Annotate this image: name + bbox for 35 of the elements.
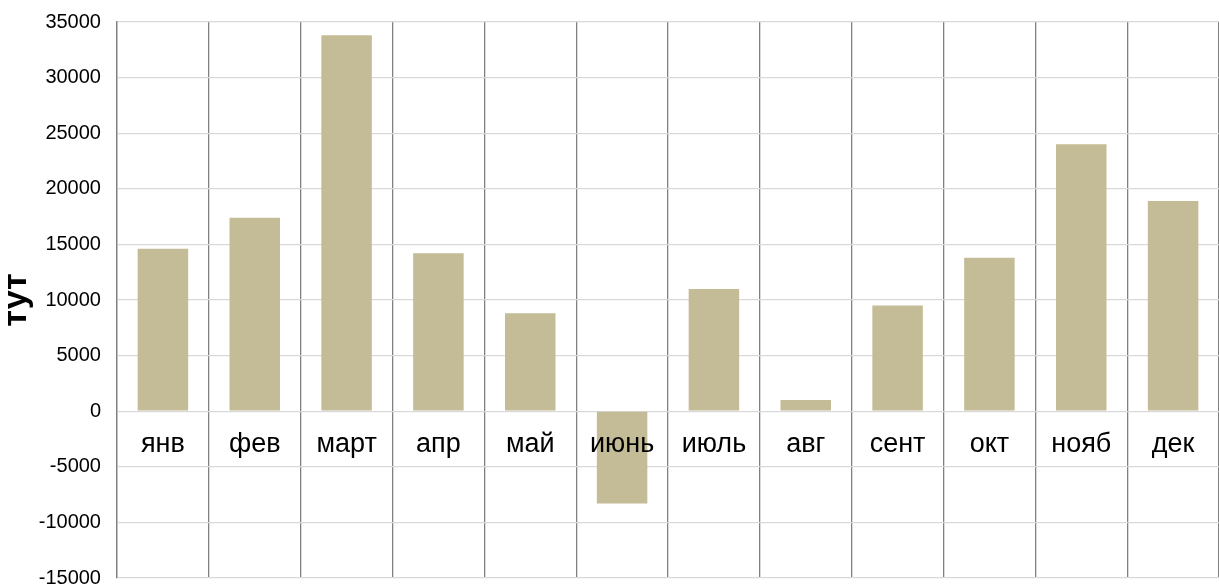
- x-tick-label: сент: [869, 427, 926, 458]
- x-tick-label: авг: [786, 427, 826, 458]
- y-tick-label: 5000: [56, 343, 101, 366]
- y-tick-label: 35000: [45, 9, 101, 32]
- bar: [964, 257, 1015, 411]
- y-axis-title: тут: [0, 273, 34, 327]
- bar: [1147, 201, 1199, 411]
- y-tick-label: -5000: [49, 454, 101, 477]
- bar: [1056, 144, 1107, 411]
- bar: [780, 400, 831, 411]
- x-tick-label: май: [505, 427, 555, 458]
- y-tick-label: 15000: [45, 231, 101, 254]
- bar: [229, 217, 280, 411]
- x-tick-label: фев: [228, 427, 281, 458]
- y-tick-label: 20000: [45, 176, 101, 199]
- x-tick-label: июль: [681, 427, 747, 458]
- bar: [505, 313, 556, 411]
- bar: [137, 248, 189, 411]
- y-tick-label: 0: [89, 398, 101, 421]
- x-tick-label: нояб: [1051, 427, 1112, 458]
- x-tick-label: янв: [140, 427, 185, 458]
- x-tick-label: окт: [969, 427, 1010, 458]
- x-tick-label: июнь: [589, 427, 655, 458]
- y-tick-label: -15000: [38, 565, 101, 588]
- x-tick-label: апр: [416, 427, 461, 458]
- y-tick-label: 25000: [45, 120, 101, 143]
- bar: [413, 253, 464, 411]
- bar: [688, 288, 740, 411]
- y-tick-label: -10000: [38, 509, 101, 532]
- x-tick-label: март: [316, 427, 377, 458]
- y-tick-label: 10000: [45, 287, 101, 310]
- bar: [872, 305, 923, 411]
- x-tick-label: дек: [1151, 427, 1195, 458]
- y-tick-label: 30000: [45, 65, 101, 88]
- bar: [321, 35, 372, 411]
